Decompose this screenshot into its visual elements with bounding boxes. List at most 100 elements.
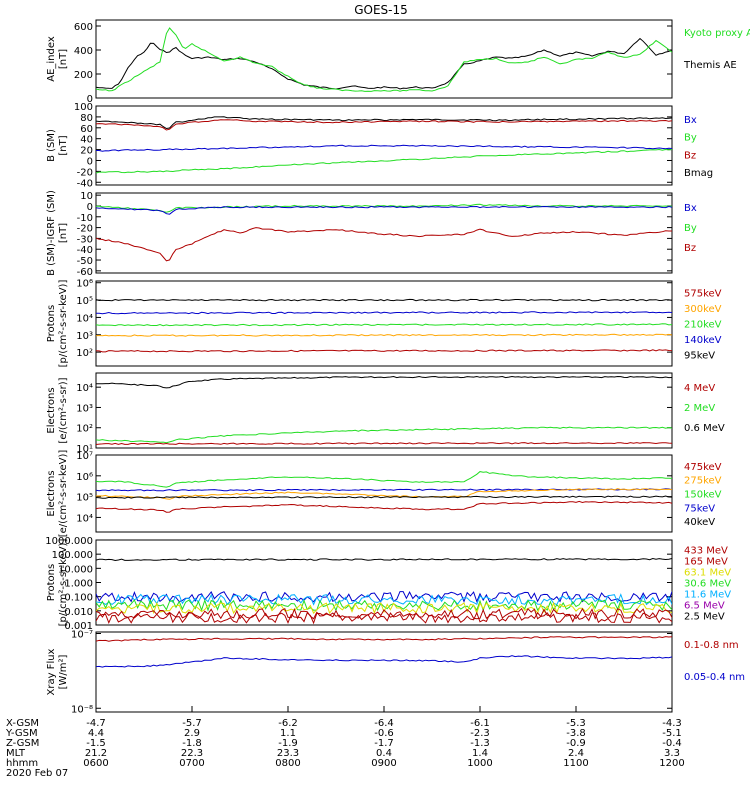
x-row-value-2-2: -1.9 [278,738,298,749]
legend-6-2: 150keV [684,490,722,501]
y-tick-label-3-5: -40 [77,245,93,256]
y-tick-label-5-3: 10⁴ [76,383,93,394]
series-3-bz [96,227,672,262]
x-row-value-2-6: -0.4 [662,738,682,749]
series-8-0-05-0-4-nm [96,655,672,668]
x-date-label: 2020 Feb 07 [6,768,68,779]
x-row-value-0-5: -5.3 [566,718,586,729]
y-tick-label-3-1: 0 [87,202,93,213]
x-row-value-2-1: -1.8 [182,738,202,749]
legend-4-3: 140keV [684,335,722,346]
y-axis-label-7: Protons [46,564,57,601]
panel-frame-6 [95,454,673,533]
series-4-210kev [96,323,672,327]
legend-4-1: 300keV [684,304,722,315]
y-tick-label-2-4: 20 [80,146,93,157]
y-tick-label-5-1: 10² [76,424,93,435]
series-8-0-1-0-8-nm [96,636,672,642]
legend-3-0: Bx [684,203,697,214]
x-row-value-3-3: 0.4 [376,748,392,759]
y-tick-label-1-2: 400 [74,46,93,57]
y-tick-label-2-6: -20 [77,167,93,178]
legend-8-0: 0.1-0.8 nm [684,640,739,651]
x-row-value-1-5: -3.8 [566,728,586,739]
series-4-95kev [96,298,672,302]
y-axis-unit-8: [W/m²] [58,654,69,689]
series-2-bmag [96,116,672,130]
y-tick-label-3-6: -50 [77,256,93,267]
y-tick-label-6-0: 10⁴ [76,513,93,524]
panel-frame-5 [95,372,673,449]
x-row-value-1-4: -2.3 [470,728,490,739]
x-row-label-1: Y-GSM [5,728,38,739]
y-tick-label-4-1: 10³ [76,331,93,342]
x-row-value-1-3: -0.6 [374,728,394,739]
x-row-value-3-1: 22.3 [181,748,203,759]
legend-6-4: 40keV [684,517,715,528]
y-tick-label-2-1: 80 [80,113,93,124]
series-7-11-6-mev [96,593,672,606]
series-1-themis-ae [96,37,672,90]
series-2-bz [96,119,672,131]
y-tick-label-6-2: 10⁶ [76,472,93,483]
legend-3-1: By [684,223,697,234]
y-axis-label-8: Xray Flux [46,648,57,695]
legend-6-3: 75keV [684,503,715,514]
y-tick-label-6-1: 10⁵ [76,493,93,504]
x-row-value-4-4: 1000 [467,758,492,769]
legend-4-2: 210keV [684,320,722,331]
x-row-value-3-6: 3.3 [664,748,680,759]
x-row-label-2: Z-GSM [6,738,39,749]
x-row-value-4-0: 0600 [83,758,108,769]
y-tick-label-7-1: 0.010 [64,607,93,618]
panel-frame-8 [95,631,673,713]
y-axis-unit-2: [nT] [58,135,69,155]
y-axis-unit-3: [nT] [58,223,69,243]
panel-frame-2 [95,105,673,186]
x-row-value-1-6: -5.1 [662,728,682,739]
series-2-bx [96,144,672,152]
y-tick-label-7-0: 0.001 [64,621,93,632]
x-row-value-0-3: -6.4 [374,718,394,729]
legend-1-0: Kyoto proxy AE [684,28,750,39]
y-tick-label-7-4: 10.000 [58,564,93,575]
y-tick-label-8-1: 10⁻⁸ [71,704,93,715]
series-4-575kev [96,349,672,353]
x-row-value-0-6: -4.3 [662,718,682,729]
x-row-value-4-3: 0900 [371,758,396,769]
series-1-kyoto-proxy-ae [96,27,672,92]
series-2-by [96,148,672,174]
legend-3-2: Bz [684,243,696,254]
legend-5-1: 2 MeV [684,403,715,414]
y-axis-label-2: B (SM) [46,129,57,162]
y-tick-label-2-2: 60 [80,124,93,135]
x-row-value-3-4: 1.4 [472,748,488,759]
series-6-475kev [96,500,672,513]
y-tick-label-7-6: 1000.000 [45,536,93,547]
series-6-40kev [96,495,672,499]
y-tick-label-3-3: -20 [77,224,93,235]
y-tick-label-3-7: -60 [77,267,93,278]
x-row-value-2-0: -1.5 [86,738,106,749]
x-row-value-4-2: 0800 [275,758,300,769]
legend-4-4: 95keV [684,350,715,361]
legend-4-0: 575keV [684,289,722,300]
series-4-300kev [96,333,672,337]
y-axis-unit-6: [e/(cm²-s-sr-keV)] [58,450,69,538]
panel-frame-1 [95,19,673,99]
panel-frame-3 [95,192,673,274]
x-row-value-1-0: 4.4 [88,728,104,739]
y-axis-unit-1: [nT] [58,49,69,69]
legend-7-6: 2.5 MeV [684,612,725,623]
x-row-value-0-0: -4.7 [86,718,106,729]
y-tick-label-1-3: 600 [74,22,93,33]
legend-7-1: 165 MeV [684,557,728,568]
series-5-0-6-mev [96,375,672,389]
legend-2-1: By [684,133,697,144]
series-6-150kev [96,471,672,488]
y-tick-label-8-0: 10⁻⁷ [71,629,93,640]
legend-6-1: 275keV [684,476,722,487]
series-5-4-mev [96,442,672,445]
x-row-value-2-3: -1.7 [374,738,394,749]
